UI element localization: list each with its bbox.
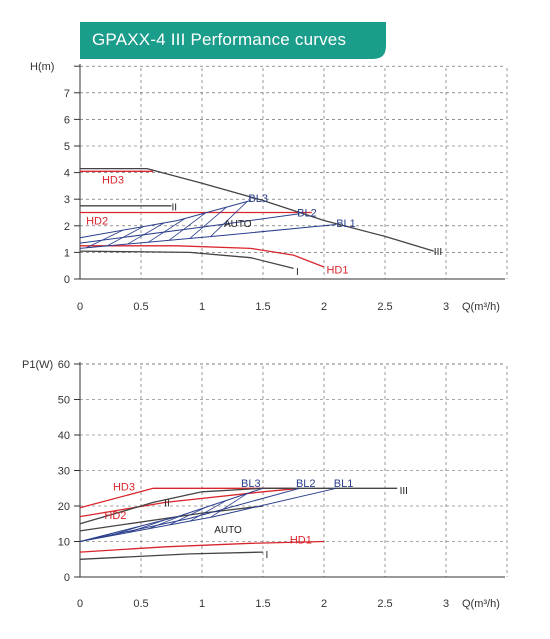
curve-label-iii: III bbox=[400, 486, 408, 497]
y-tick-label: 50 bbox=[58, 395, 70, 407]
auto-hatch-line bbox=[85, 229, 123, 249]
y-tick-label: 2 bbox=[64, 221, 70, 233]
curve-label-ii: II bbox=[172, 203, 178, 214]
y-tick-label: 6 bbox=[64, 114, 70, 126]
x-tick-label: 1 bbox=[199, 598, 205, 610]
curve-label-bl1: BL1 bbox=[336, 218, 356, 230]
auto-hatch-line bbox=[106, 226, 144, 247]
curve-label-i: I bbox=[265, 550, 268, 561]
x-tick-label: 1 bbox=[199, 301, 205, 313]
y-tick-label: 7 bbox=[64, 88, 70, 100]
auto-hatch-line bbox=[106, 524, 144, 537]
curve-label-bl3: BL3 bbox=[248, 193, 268, 205]
curve-label-bl2: BL2 bbox=[297, 208, 317, 220]
curve-label-hd1: HD1 bbox=[290, 535, 312, 547]
y-tick-label: 10 bbox=[58, 537, 70, 549]
series-hd1-line bbox=[79, 540, 325, 553]
curve-label-bl2: BL2 bbox=[296, 478, 316, 490]
x-tick-label: 2.5 bbox=[377, 301, 392, 313]
curve-label-hd3: HD3 bbox=[113, 481, 135, 493]
y-tick-label: 3 bbox=[64, 194, 70, 206]
series-bl1-line bbox=[79, 224, 337, 249]
y-tick-label: 60 bbox=[58, 359, 70, 371]
series-bl3-line bbox=[79, 200, 251, 239]
curve-label-bl1: BL1 bbox=[334, 478, 354, 490]
title-banner bbox=[80, 22, 386, 59]
curve-label-bl3: BL3 bbox=[241, 478, 261, 490]
series-iii-line bbox=[79, 487, 398, 525]
curve-label-hd2: HD2 bbox=[86, 215, 108, 227]
auto-hatch-line bbox=[148, 513, 186, 530]
auto-hatch-line bbox=[168, 212, 206, 241]
series-i-line bbox=[79, 551, 264, 560]
auto-hatch-line bbox=[210, 493, 248, 518]
y-tick-label: 30 bbox=[58, 466, 70, 478]
x-tick-label: 3 bbox=[443, 598, 449, 610]
series-i-line bbox=[79, 250, 294, 270]
series-bl2-line bbox=[79, 213, 300, 244]
series-ii-line bbox=[79, 505, 264, 532]
curve-label-ii: II bbox=[164, 498, 170, 509]
y-tick-label: 5 bbox=[64, 141, 70, 153]
y-tick-label: 1 bbox=[64, 247, 70, 259]
curve-label-auto: AUTO bbox=[224, 219, 252, 230]
x-axis-label: Q(m³/h) bbox=[462, 301, 500, 313]
series-hd3-line bbox=[79, 487, 294, 509]
x-tick-label: 1.5 bbox=[255, 598, 270, 610]
auto-hatch-line bbox=[168, 506, 206, 526]
y-axis-label: H(m) bbox=[30, 61, 54, 73]
y-tick-label: 40 bbox=[58, 430, 70, 442]
x-tick-label: 0 bbox=[77, 301, 83, 313]
x-axis-label: Q(m³/h) bbox=[462, 598, 500, 610]
x-tick-label: 2.5 bbox=[377, 598, 392, 610]
auto-hatch-line bbox=[210, 201, 248, 237]
curve-label-auto: AUTO bbox=[214, 525, 242, 536]
curve-label-iii: III bbox=[434, 247, 442, 258]
series-hd2-line bbox=[79, 487, 300, 518]
y-tick-label: 0 bbox=[64, 572, 70, 584]
curve-label-hd2: HD2 bbox=[104, 510, 126, 522]
auto-hatch-line bbox=[189, 206, 227, 239]
curve-label-hd3: HD3 bbox=[102, 174, 124, 186]
curve-label-hd1: HD1 bbox=[326, 265, 348, 277]
x-tick-label: 2 bbox=[321, 301, 327, 313]
x-tick-label: 2 bbox=[321, 598, 327, 610]
auto-hatch-line bbox=[127, 519, 165, 534]
series-iii-line bbox=[80, 167, 434, 252]
auto-hatch-line bbox=[85, 530, 123, 541]
x-tick-label: 0.5 bbox=[133, 301, 148, 313]
auto-hatch-line bbox=[127, 222, 165, 245]
y-tick-label: 0 bbox=[64, 274, 70, 286]
x-tick-label: 1.5 bbox=[255, 301, 270, 313]
chart-title: GPAXX-4 III Performance curves bbox=[92, 30, 347, 49]
y-tick-label: 20 bbox=[58, 501, 70, 513]
x-tick-label: 3 bbox=[443, 301, 449, 313]
x-tick-label: 0.5 bbox=[133, 598, 148, 610]
auto-hatch-line bbox=[189, 500, 227, 522]
auto-hatch-line bbox=[148, 218, 186, 243]
y-axis-label: P1(W) bbox=[22, 359, 53, 371]
series-hd1-line bbox=[80, 245, 325, 268]
y-tick-label: 4 bbox=[64, 168, 70, 180]
series-bl1-line bbox=[79, 487, 337, 542]
curve-label-i: I bbox=[296, 267, 299, 278]
x-tick-label: 0 bbox=[77, 598, 83, 610]
